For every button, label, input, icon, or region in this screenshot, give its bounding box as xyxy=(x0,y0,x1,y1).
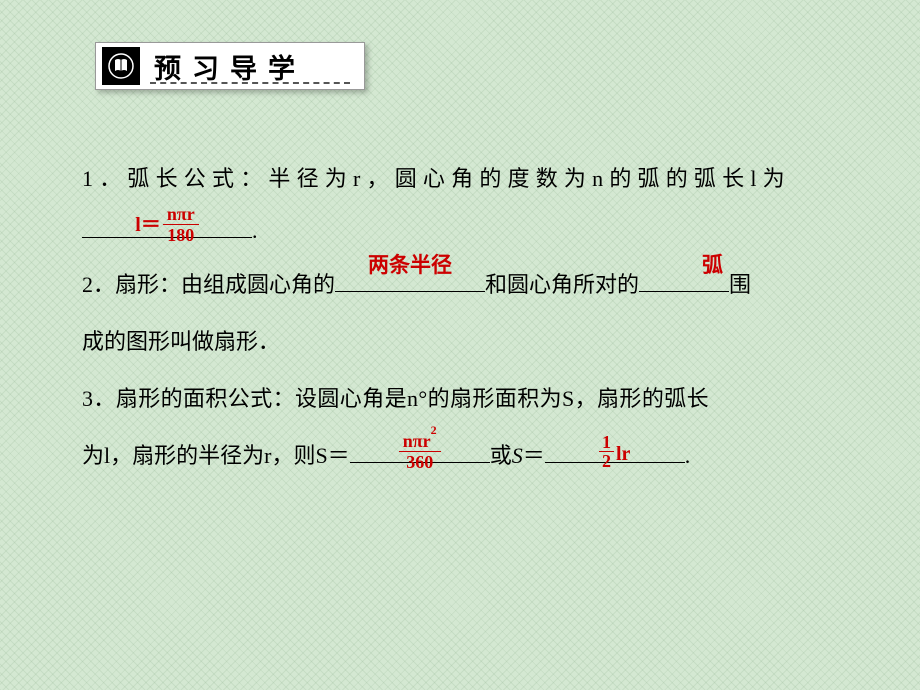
content-area: 1．弧长公式：半径为r，圆心角的度数为n的弧的弧长l为 l＝ nπr 180 .… xyxy=(82,150,838,484)
q2-blank2: 弧 xyxy=(639,291,729,292)
q3-line2: 为l，扇形的半径为r，则S＝ nπr2 360 或S＝ 1 2 lr . xyxy=(82,427,838,484)
q3-denB: 2 xyxy=(599,452,614,470)
q1-tail: . xyxy=(252,218,258,243)
q2-line2: 成的图形叫做扇形． xyxy=(82,313,838,370)
book-icon xyxy=(102,47,140,85)
q1-numerator: nπr xyxy=(163,204,199,224)
q3-blankA: nπr2 360 xyxy=(350,462,490,463)
q3-fractionB: 1 2 xyxy=(599,433,614,470)
q1-denominator: 180 xyxy=(163,225,198,245)
q3-numA: nπr2 xyxy=(399,429,441,451)
q3-numB: 1 xyxy=(599,433,614,451)
q3-line1: 3．扇形的面积公式：设圆心角是n°的扇形面积为S，扇形的弧长 xyxy=(82,370,838,427)
q3-numA-sup: 2 xyxy=(431,423,437,437)
q3-lr: lr xyxy=(616,444,630,464)
q2-answer2: 弧 xyxy=(639,238,729,293)
q3-tail: . xyxy=(685,443,691,468)
q1-blank: l＝ nπr 180 xyxy=(82,237,252,238)
q1-answer: l＝ nπr 180 xyxy=(82,204,252,245)
q2-text-d: 成的图形叫做扇形． xyxy=(82,329,280,354)
q3-answerB: 1 2 lr xyxy=(545,435,685,472)
q3-answerA: nπr2 360 xyxy=(350,429,490,472)
q1-prefix: l＝ xyxy=(135,215,161,235)
q2-text-b: 和圆心角所对的 xyxy=(485,272,639,297)
q3-var-S: S xyxy=(512,443,523,468)
q2-line1: 2．扇形：由组成圆心角的 两条半径 和圆心角所对的 弧 围 xyxy=(82,256,838,313)
q3-text-a: 3．扇形的面积公式：设圆心角是n°的扇形面积为S，扇形的弧长 xyxy=(82,386,709,411)
header-underline xyxy=(150,82,350,84)
section-title: 预习导学 xyxy=(154,47,306,86)
q3-eq: ＝ xyxy=(523,443,545,468)
q2-text-a: 2．扇形：由组成圆心角的 xyxy=(82,272,335,297)
q2-answer1: 两条半径 xyxy=(335,238,485,293)
q1-line1: 1．弧长公式：半径为r，圆心角的度数为n的弧的弧长l为 xyxy=(82,150,838,207)
q3-text-c: 或 xyxy=(490,443,512,468)
q2-blank1: 两条半径 xyxy=(335,291,485,292)
q3-blankB: 1 2 lr xyxy=(545,462,685,463)
q1-fraction: nπr 180 xyxy=(163,204,199,245)
q3-text-b: 为l，扇形的半径为r，则S＝ xyxy=(82,443,350,468)
q3-fractionA: nπr2 360 xyxy=(399,429,441,472)
q3-numA-base: nπr xyxy=(403,431,431,451)
q1-text: 1．弧长公式：半径为r，圆心角的度数为n的弧的弧长l为 xyxy=(82,150,791,207)
q2-text-c: 围 xyxy=(729,272,751,297)
q3-denA: 360 xyxy=(402,452,437,472)
